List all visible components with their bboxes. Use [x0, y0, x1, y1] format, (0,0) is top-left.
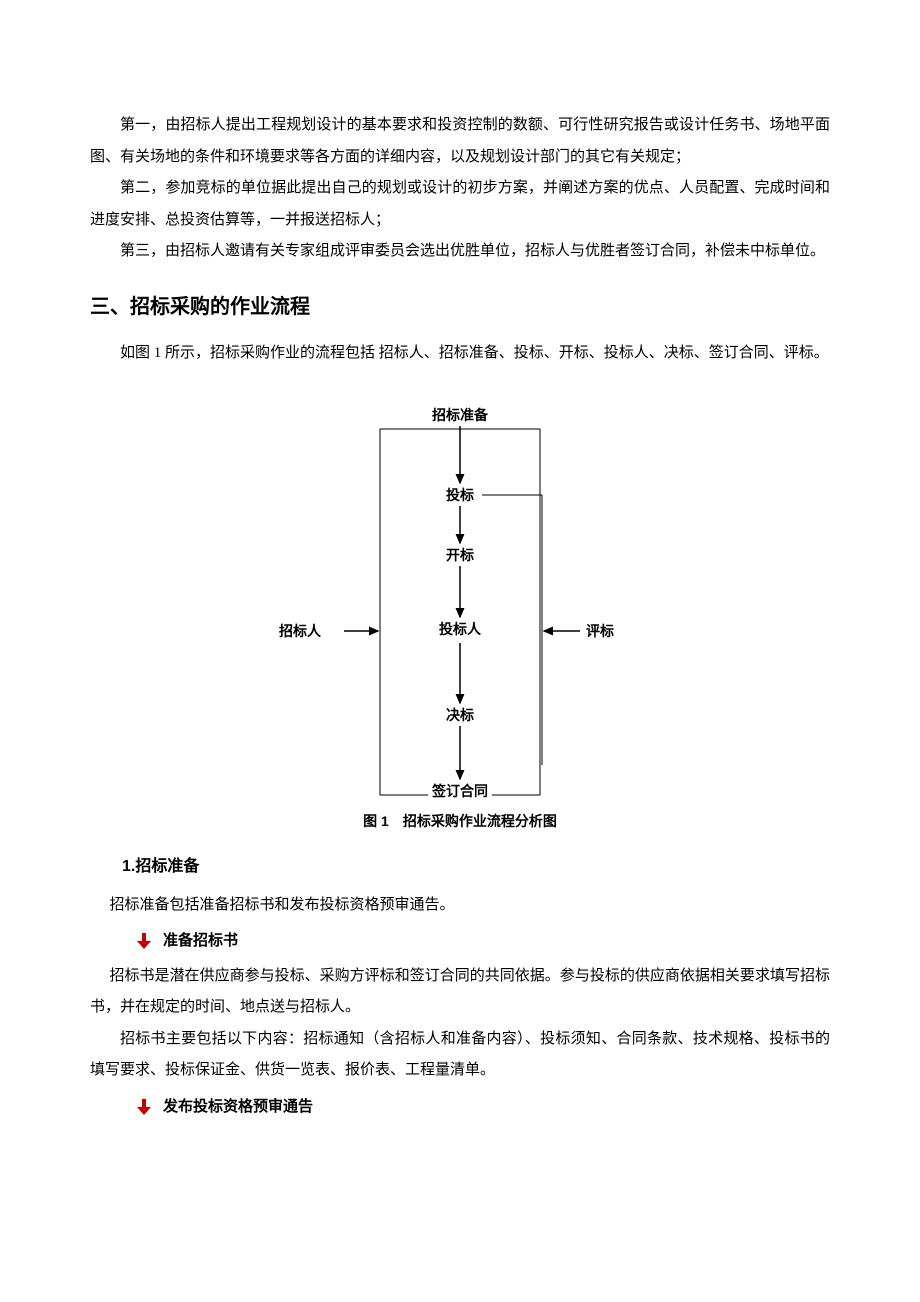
svg-text:评标: 评标 [586, 623, 614, 639]
svg-text:招标准备: 招标准备 [432, 407, 489, 423]
svg-text:招标人: 招标人 [279, 623, 322, 639]
figure-1-caption: 图 1 招标采购作业流程分析图 [260, 807, 660, 836]
sub1-p3: 招标书主要包括以下内容：招标通知（含招标人和准备内容）、投标须知、合同条款、技术… [90, 1024, 830, 1087]
sub1-heading: 1.招标准备 [90, 850, 830, 884]
intro-para-1: 第一，由招标人提出工程规划设计的基本要求和投资控制的数额、可行性研究报告或设计任… [90, 110, 830, 173]
arrow-down-icon [135, 932, 153, 950]
sub1-p2: 招标书是潜在供应商参与投标、采购方评标和签订合同的共同依据。参与投标的供应商依据… [90, 961, 830, 1024]
bullet-publish-notice: 发布投标资格预审通告 [135, 1091, 830, 1123]
bullet-prepare-doc-label: 准备招标书 [163, 925, 238, 957]
svg-text:投标人: 投标人 [439, 621, 482, 637]
svg-text:决标: 决标 [446, 707, 474, 723]
sub1-p1: 招标准备包括准备招标书和发布投标资格预审通告。 [90, 890, 830, 922]
intro-para-3: 第三，由招标人邀请有关专家组成评审委员会选出优胜单位，招标人与优胜者签订合同，补… [90, 236, 830, 268]
figure-1: 招标准备投标开标投标人决标签订合同 招标人 评标 图 1 招标采购作业流程分析图 [260, 399, 660, 836]
svg-text:签订合同: 签订合同 [431, 783, 488, 799]
svg-text:投标: 投标 [446, 487, 474, 503]
section-3-heading: 三、招标采购的作业流程 [90, 286, 830, 328]
flowchart-svg: 招标准备投标开标投标人决标签订合同 招标人 评标 [260, 399, 660, 799]
arrow-down-icon [135, 1098, 153, 1116]
section-3-intro: 如图 1 所示，招标采购作业的流程包括 招标人、招标准备、投标、开标、投标人、决… [90, 338, 830, 370]
svg-text:开标: 开标 [446, 547, 474, 563]
bullet-publish-notice-label: 发布投标资格预审通告 [163, 1091, 313, 1123]
bullet-prepare-doc: 准备招标书 [135, 925, 830, 957]
intro-para-2: 第二，参加竞标的单位据此提出自己的规划或设计的初步方案，并阐述方案的优点、人员配… [90, 173, 830, 236]
